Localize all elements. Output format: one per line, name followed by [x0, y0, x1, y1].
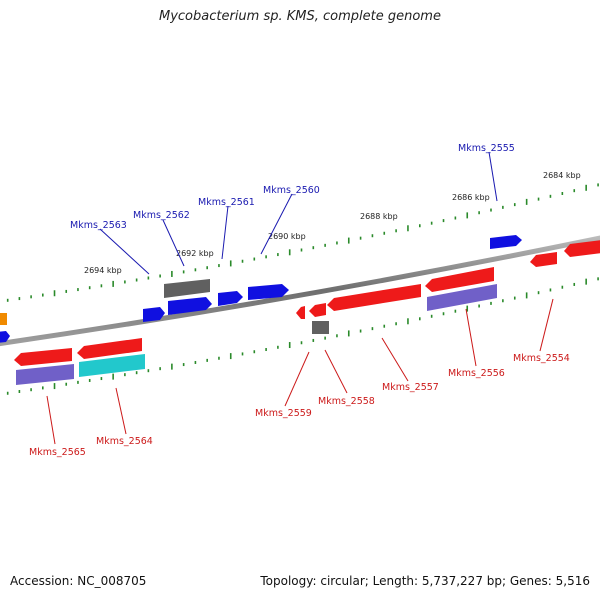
- label-mkms-2565[interactable]: Mkms_2565: [29, 447, 86, 458]
- genome-summary-text: Topology: circular; Length: 5,737,227 bp…: [260, 574, 590, 588]
- upper-tick-track: [6, 183, 599, 302]
- label-mkms-2557[interactable]: Mkms_2557: [382, 382, 439, 393]
- leader-mkms-2557: [381, 337, 409, 382]
- scale-label-2684: 2684 kbp: [543, 171, 581, 180]
- leader-mkms-2564: [115, 387, 127, 435]
- scale-label-2690: 2690 kbp: [268, 232, 306, 241]
- leader-mkms-2558: [324, 349, 348, 394]
- pseudo-gene-lower[interactable]: [312, 321, 329, 334]
- label-mkms-2562[interactable]: Mkms_2562: [133, 210, 190, 221]
- label-mkms-2561[interactable]: Mkms_2561: [198, 197, 255, 208]
- pseudo-gene-upper[interactable]: [164, 279, 210, 298]
- accession-text: Accession: NC_008705: [10, 574, 147, 588]
- gene-mkms-2559[interactable]: [296, 306, 305, 319]
- leader-mkms-2563: [99, 228, 150, 275]
- leader-mkms-2554: [539, 298, 554, 352]
- rna-mkms-2564[interactable]: [79, 354, 145, 377]
- reverse-genes: [14, 240, 600, 366]
- leader-mkms-2555: [488, 151, 498, 202]
- genome-backbone: [0, 235, 600, 347]
- gene-mkms-2561[interactable]: [218, 291, 243, 306]
- leader-mkms-2565: [46, 395, 56, 445]
- gene-left-edge-blue[interactable]: [0, 331, 10, 343]
- gene-right-edge-red[interactable]: [564, 240, 600, 257]
- gene-mkms-2562[interactable]: [168, 297, 212, 315]
- leader-lines: [46, 151, 554, 445]
- lower-tick-track: [6, 277, 599, 395]
- gene-mkms-2554[interactable]: [530, 252, 557, 267]
- scale-label-2692: 2692 kbp: [176, 249, 214, 258]
- scale-label-2694: 2694 kbp: [84, 266, 122, 275]
- label-mkms-2563[interactable]: Mkms_2563: [70, 220, 127, 231]
- leader-mkms-2559: [284, 351, 310, 407]
- label-mkms-2558[interactable]: Mkms_2558: [318, 396, 375, 407]
- gene-mkms-2560[interactable]: [248, 284, 289, 300]
- label-mkms-2555[interactable]: Mkms_2555: [458, 143, 515, 154]
- gene-left-edge-orange[interactable]: [0, 313, 7, 325]
- gene-mkms-2563[interactable]: [143, 307, 165, 322]
- label-mkms-2564[interactable]: Mkms_2564: [96, 436, 153, 447]
- gene-mkms-2556[interactable]: [425, 267, 494, 292]
- gene-mkms-2564[interactable]: [77, 338, 142, 359]
- label-mkms-2556[interactable]: Mkms_2556: [448, 368, 505, 379]
- scale-label-2686: 2686 kbp: [452, 193, 490, 202]
- label-mkms-2554[interactable]: Mkms_2554: [513, 353, 570, 364]
- leader-mkms-2556: [465, 308, 477, 367]
- cds-mkms-2556[interactable]: [427, 284, 497, 311]
- gene-mkms-2558[interactable]: [309, 303, 326, 317]
- leader-mkms-2560: [260, 193, 293, 255]
- label-mkms-2560[interactable]: Mkms_2560: [263, 185, 320, 196]
- leader-mkms-2562: [162, 219, 185, 267]
- cds-track: [16, 284, 497, 385]
- scale-label-2688: 2688 kbp: [360, 212, 398, 221]
- label-mkms-2559[interactable]: Mkms_2559: [255, 408, 312, 419]
- gene-mkms-2557[interactable]: [327, 284, 421, 311]
- gene-mkms-2565[interactable]: [14, 348, 72, 366]
- cds-mkms-2565[interactable]: [16, 364, 74, 385]
- page-title: Mycobacterium sp. KMS, complete genome: [159, 9, 441, 24]
- forward-genes: [0, 235, 522, 343]
- gene-mkms-2555[interactable]: [490, 235, 522, 249]
- leader-mkms-2561: [221, 205, 229, 260]
